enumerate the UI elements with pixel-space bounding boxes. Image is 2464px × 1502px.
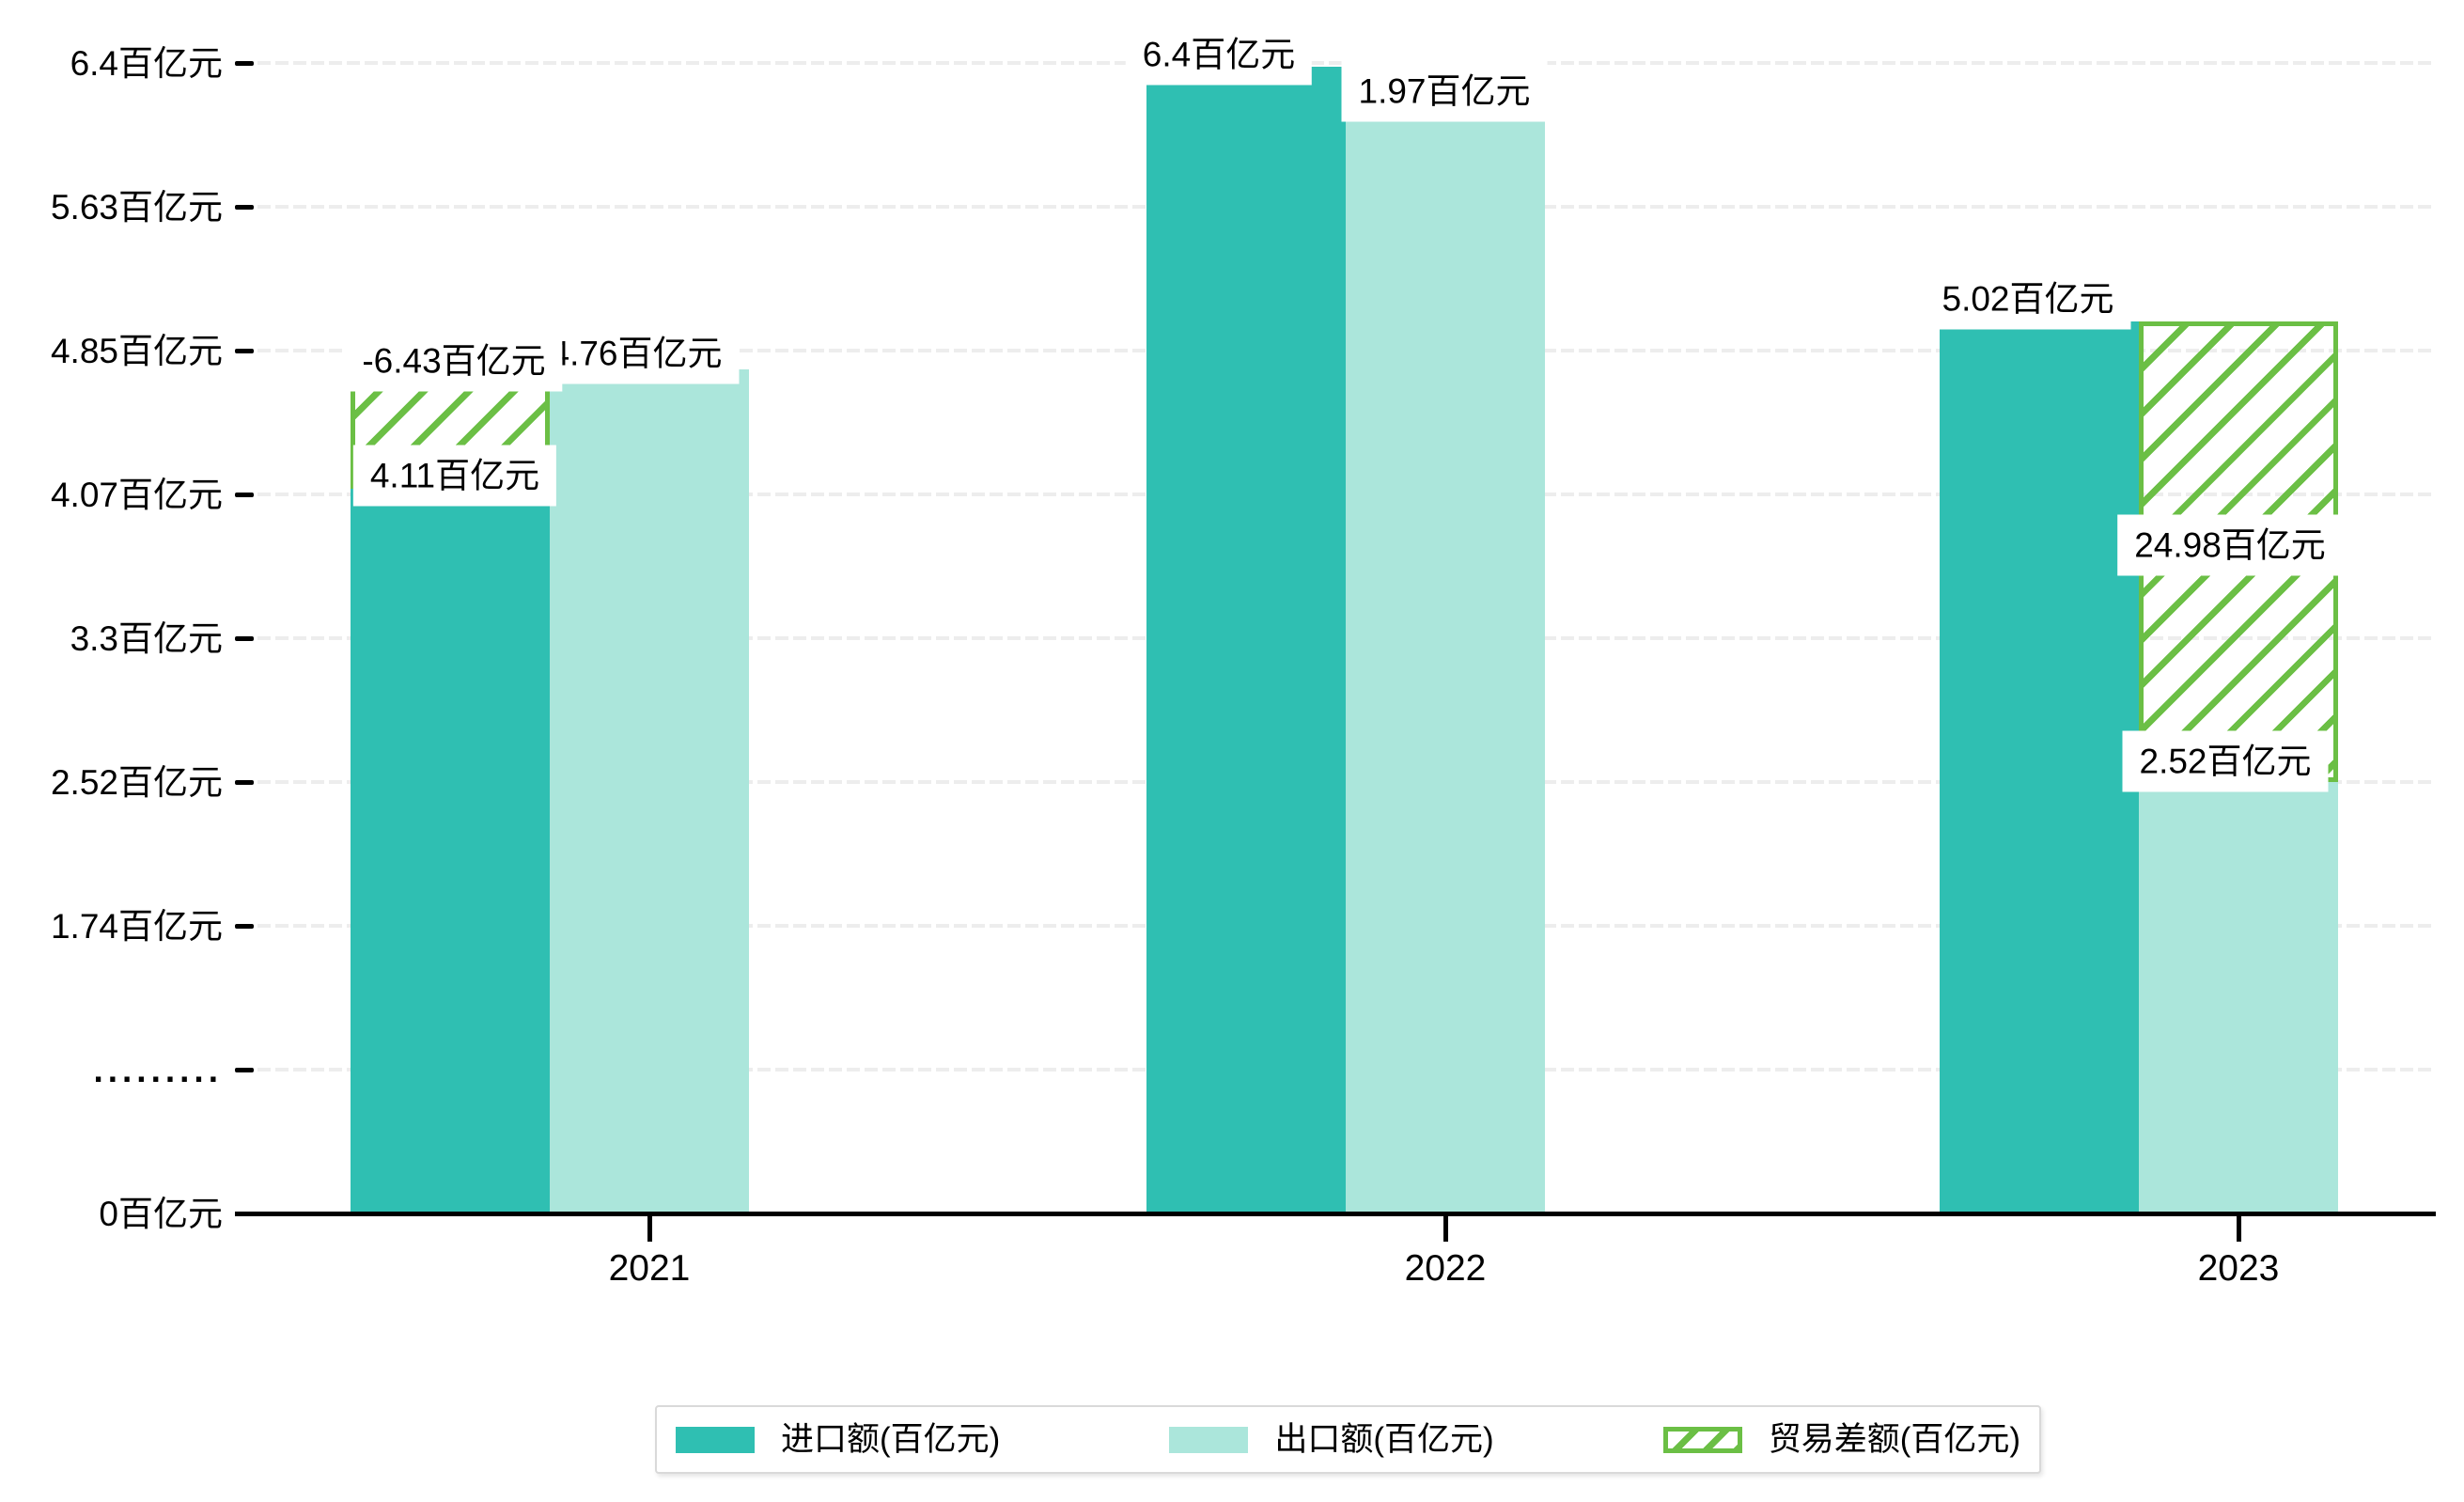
- x-axis-line: [235, 1212, 2436, 1216]
- bar-export-2021: [550, 368, 749, 1213]
- bar-value-label-2022-import: 6.4百亿元: [1125, 23, 1313, 86]
- y-axis-label: 3.3百亿元: [70, 619, 223, 658]
- legend: 进口额(百亿元) 出口额(百亿元) 贸易差额(百亿元): [655, 1405, 2041, 1474]
- x-axis-tick-mark: [2237, 1213, 2241, 1242]
- x-axis-tick-mark: [1443, 1213, 1448, 1242]
- export-swatch-icon: [1169, 1426, 1249, 1453]
- x-axis-tick-mark: [647, 1213, 652, 1242]
- y-axis-tick-mark: [235, 493, 254, 497]
- x-axis-label-2021: 2021: [608, 1248, 691, 1289]
- y-axis-label: 5.63百亿元: [50, 188, 223, 227]
- gridline: [240, 61, 2436, 65]
- bar-export-2022: [1346, 103, 1545, 1213]
- bar-export-2023: [2139, 782, 2338, 1213]
- y-axis-label: 4.07百亿元: [50, 476, 223, 514]
- y-axis-label: 4.85百亿元: [50, 332, 223, 370]
- y-axis-tick-mark: [235, 780, 254, 785]
- y-axis-label: 2.52百亿元: [50, 763, 223, 802]
- legend-item-export[interactable]: 出口额(百亿元): [1169, 1421, 1494, 1458]
- balance-hatch-swatch-icon: [1662, 1426, 1742, 1453]
- bar-value-label-2021-import: 4.11百亿元: [352, 445, 557, 507]
- bar-value-label-2023-balance: 24.98百亿元: [2117, 514, 2343, 576]
- bar-value-label-2023-import: 5.02百亿元: [1925, 268, 2131, 330]
- y-axis-tick-mark: [235, 636, 254, 641]
- bar-value-label-2023-export: 2.52百亿元: [2122, 730, 2329, 792]
- y-axis-tick-mark: [235, 349, 254, 353]
- y-axis-tick-mark: [235, 1068, 254, 1072]
- bar-import-2023: [1940, 321, 2139, 1213]
- x-axis-label-2023: 2023: [2197, 1248, 2280, 1289]
- y-axis-label: .........: [93, 1051, 223, 1089]
- bar-value-label-2022-balance: 1.97百亿元: [1341, 60, 1548, 122]
- bar-import-2021: [351, 489, 550, 1213]
- import-swatch-icon: [676, 1426, 755, 1453]
- y-axis-tick-mark: [235, 924, 254, 929]
- y-axis-label: 1.74百亿元: [50, 907, 223, 946]
- legend-item-import[interactable]: 进口额(百亿元): [676, 1423, 1000, 1456]
- x-axis-label-2022: 2022: [1404, 1248, 1487, 1289]
- y-axis-label: 6.4百亿元: [70, 44, 223, 83]
- bar-import-2022: [1146, 66, 1346, 1213]
- bar-value-label-2021-balance: -6.43百亿元: [345, 330, 563, 392]
- legend-label-balance: 贸易差额(百亿元): [1768, 1421, 2020, 1458]
- y-axis-tick-mark: [235, 61, 254, 66]
- legend-item-balance[interactable]: 贸易差额(百亿元): [1662, 1421, 2020, 1458]
- y-axis-tick-mark: [235, 205, 254, 210]
- bar-value-label-2021-export: 4.76百亿元: [533, 322, 740, 384]
- legend-label-export: 出口额(百亿元): [1274, 1421, 1494, 1458]
- legend-label-import: 进口额(百亿元): [781, 1421, 1001, 1458]
- y-axis-label: 0百亿元: [99, 1195, 223, 1233]
